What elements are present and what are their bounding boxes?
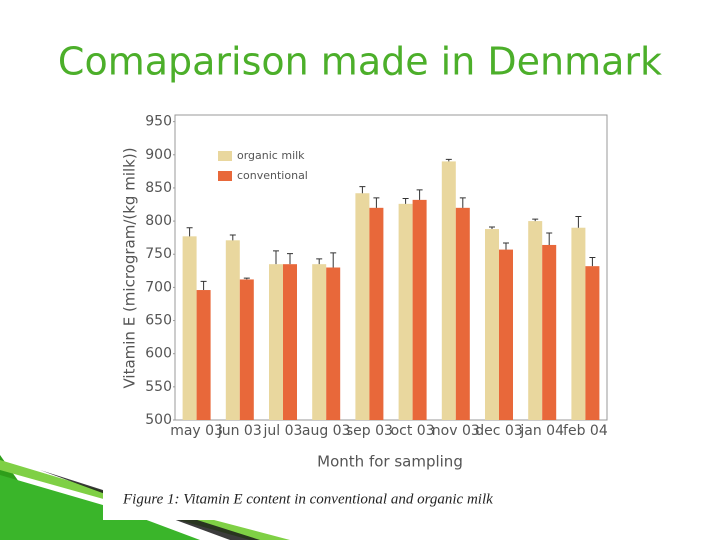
y-tick-label: 750: [145, 246, 172, 262]
bar: [585, 266, 600, 420]
bar: [398, 203, 413, 420]
bar: [283, 264, 297, 420]
bar: [455, 207, 470, 420]
bar: [441, 161, 456, 421]
error-bar: [575, 215, 582, 228]
error-bar: [229, 234, 236, 241]
y-tick-label: 950: [145, 114, 172, 130]
error-bar: [243, 277, 250, 280]
bar: [412, 199, 427, 420]
y-axis-label: Vitamin E (microgram/(kg milk)): [121, 147, 139, 388]
caption: Figure 1: Vitamin E content in conventio…: [122, 491, 493, 507]
y-tick-label: 850: [145, 180, 172, 196]
y-tick-label: 500: [145, 412, 172, 428]
bar: [196, 290, 211, 420]
legend-swatch: [218, 151, 232, 161]
bar: [355, 193, 370, 420]
y-tick-label: 550: [145, 379, 172, 395]
bar: [528, 221, 543, 420]
error-bar: [445, 158, 452, 162]
error-bar: [532, 218, 539, 222]
legend-label: conventional: [237, 169, 308, 182]
error-bar: [546, 232, 553, 245]
x-tick-label: aug 03: [302, 423, 351, 439]
y-tick-label: 900: [145, 147, 172, 163]
x-tick-label: sep 03: [346, 423, 393, 439]
bar: [485, 229, 499, 420]
y-tick-label: 600: [145, 346, 172, 362]
x-tick-label: nov 03: [432, 423, 480, 439]
y-tick-label: 800: [145, 213, 172, 229]
error-bar: [316, 258, 323, 265]
x-tick-label: jun 03: [217, 423, 262, 439]
bar: [312, 264, 327, 420]
bar: [571, 227, 586, 420]
bar: [326, 267, 341, 420]
slide-title: Comaparison made in Denmark: [58, 40, 662, 84]
error-bar: [330, 252, 337, 268]
legend-label: organic milk: [237, 149, 305, 162]
x-tick-label: jan 04: [519, 423, 564, 439]
error-bar: [273, 250, 279, 265]
bar: [182, 236, 197, 420]
x-axis-label: Month for sampling: [317, 453, 463, 471]
error-bar: [359, 186, 366, 194]
error-bar: [402, 198, 409, 204]
error-bar: [589, 257, 596, 267]
bar: [499, 249, 513, 420]
bar: [369, 207, 384, 420]
error-bar: [186, 227, 193, 237]
bar: [225, 240, 240, 420]
x-tick-label: may 03: [170, 423, 223, 439]
error-bar: [489, 226, 495, 230]
error-bar: [503, 242, 509, 250]
x-tick-label: oct 03: [391, 423, 435, 439]
plot-frame: [174, 114, 608, 421]
bar: [239, 279, 254, 420]
bar: [542, 244, 557, 420]
x-tick-label: feb 04: [563, 423, 608, 439]
x-tick-label: dec 03: [475, 423, 522, 439]
y-tick-label: 700: [145, 279, 172, 295]
bar: [269, 264, 283, 420]
legend-swatch: [218, 171, 232, 181]
decoration: [0, 475, 200, 540]
y-tick-label: 650: [145, 313, 172, 329]
error-bar: [287, 253, 293, 265]
error-bar: [373, 197, 380, 208]
x-tick-label: jul 03: [263, 423, 303, 439]
error-bar: [200, 280, 207, 291]
error-bar: [416, 189, 423, 200]
error-bar: [459, 197, 466, 208]
